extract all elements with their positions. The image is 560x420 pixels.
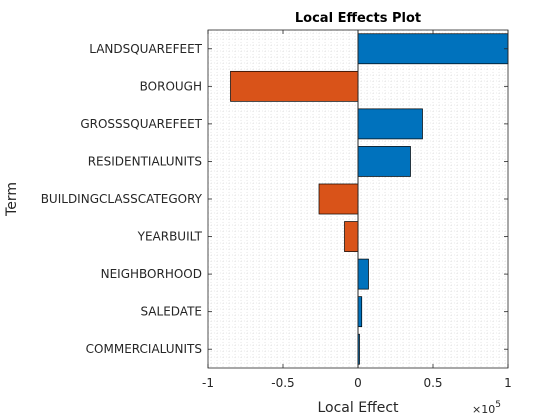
- category-label: GROSSSQUAREFEET: [80, 117, 202, 131]
- bar-buildingclasscategory: [318, 183, 359, 215]
- category-label: COMMERCIALUNITS: [86, 342, 202, 356]
- bar-yearbuilt: [344, 221, 359, 252]
- x-exponent-power: 5: [495, 400, 501, 410]
- category-labels-layer: LANDSQUAREFEET BOROUGH GROSSSQUAREFEET RESI…: [41, 42, 508, 356]
- x-tick-label: 0: [354, 376, 362, 390]
- category-label: BUILDINGCLASSCATEGORY: [41, 192, 203, 206]
- x-tick-label: -0.5: [271, 376, 294, 390]
- category-label: NEIGHBORHOOD: [101, 267, 202, 281]
- x-exponent-base: ×10: [472, 403, 495, 416]
- category-label: LANDSQUAREFEET: [89, 42, 202, 56]
- bar-saledate: [357, 296, 363, 328]
- bar-residentialunits: [357, 146, 411, 177]
- x-tick-label: 0.5: [423, 376, 442, 390]
- bar-grosssquarefeet: [357, 108, 423, 140]
- x-ticks-layer: -1 -0.5 0 0.5 1: [202, 30, 512, 390]
- category-label: RESIDENTIALUNITS: [88, 154, 202, 168]
- chart-title: Local Effects Plot: [295, 11, 421, 26]
- category-label: SALEDATE: [140, 305, 202, 319]
- x-axis-title: Local Effect: [317, 400, 399, 416]
- bar-neighborhood: [357, 258, 369, 290]
- x-exponent-label: ×105: [472, 400, 501, 416]
- category-label: YEARBUILT: [137, 230, 203, 244]
- category-label: BOROUGH: [140, 79, 202, 93]
- bar-landsquarefeet: [357, 33, 509, 65]
- y-axis-title: Term: [4, 182, 20, 217]
- x-tick-label: 1: [504, 376, 512, 390]
- x-tick-label: -1: [202, 376, 214, 390]
- bar-borough: [230, 70, 359, 102]
